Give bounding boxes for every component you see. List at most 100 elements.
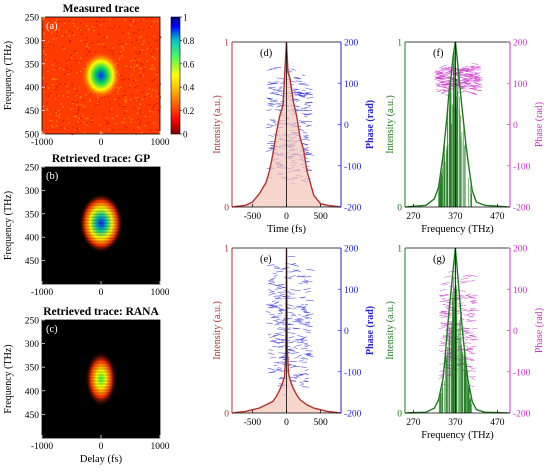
noise-speck: [125, 99, 128, 101]
noise-speck: [128, 86, 131, 88]
phase-point: [291, 269, 299, 273]
noise-speck: [80, 117, 82, 119]
noise-speck: [85, 54, 88, 56]
noise-speck: [135, 68, 137, 70]
y-tick-label: 300: [25, 340, 40, 350]
noise-speck: [154, 57, 156, 60]
right-tick-label: 0: [513, 327, 518, 337]
x-tick-label: 0: [284, 212, 289, 222]
noise-speck: [146, 60, 148, 62]
noise-speck: [71, 32, 74, 34]
phase-point: [267, 264, 275, 266]
noise-speck: [44, 88, 46, 91]
phase-point: [462, 309, 468, 312]
phase-point: [464, 342, 468, 345]
phase-point: [274, 301, 280, 304]
noise-speck: [156, 48, 158, 50]
noise-speck: [120, 45, 123, 48]
noise-speck: [98, 103, 100, 106]
noise-speck: [62, 46, 65, 49]
noise-speck: [68, 122, 70, 124]
phase-point: [276, 105, 283, 108]
noise-speck: [156, 71, 159, 74]
phase-point: [466, 319, 473, 321]
phase-point: [266, 97, 272, 100]
noise-speck: [124, 94, 127, 96]
noise-speck: [120, 86, 122, 88]
noise-speck: [43, 54, 45, 57]
phase-point: [306, 124, 310, 126]
phase-point: [441, 72, 447, 74]
noise-speck: [46, 46, 49, 48]
noise-speck: [58, 95, 60, 97]
noise-speck: [151, 23, 153, 25]
phase-point: [446, 70, 452, 74]
phase-point: [439, 373, 446, 376]
noise-speck: [67, 91, 69, 93]
phase-point: [468, 334, 476, 337]
noise-speck: [48, 33, 51, 35]
noise-speck: [75, 90, 77, 92]
phase-point: [464, 67, 470, 71]
x-tick-label: 270: [406, 418, 421, 428]
left-axis-label: Intensity (a.u.): [385, 301, 396, 360]
noise-speck: [68, 73, 70, 75]
phase-point: [292, 89, 299, 91]
x-tick-label: 1000: [151, 138, 170, 148]
noise-speck: [150, 26, 152, 28]
phase-point: [438, 86, 446, 88]
noise-speck: [75, 115, 77, 118]
right-tick-label: 200: [513, 39, 528, 49]
phase-point: [295, 100, 300, 102]
noise-speck: [156, 39, 159, 41]
phase-point: [462, 85, 468, 88]
phase-point: [440, 67, 448, 70]
phase-point: [301, 74, 305, 76]
noise-speck: [52, 126, 54, 128]
phase-point: [271, 292, 276, 295]
noise-speck: [143, 40, 145, 43]
phase-point: [302, 380, 309, 383]
noise-speck: [75, 60, 77, 62]
phase-point: [461, 80, 468, 83]
noise-speck: [108, 101, 111, 103]
phase-point: [470, 85, 475, 87]
noise-speck: [98, 32, 100, 35]
phase-point: [460, 277, 469, 280]
noise-speck: [74, 115, 76, 118]
noise-speck: [154, 40, 156, 42]
noise-speck: [124, 125, 126, 127]
phase-point: [303, 276, 312, 278]
noise-speck: [69, 41, 71, 43]
phase-point: [305, 125, 312, 128]
noise-speck: [137, 29, 140, 31]
noise-speck: [144, 115, 147, 118]
noise-speck: [133, 66, 135, 68]
noise-speck: [123, 117, 125, 120]
phase-point: [439, 288, 447, 292]
phase-point: [473, 76, 481, 79]
noise-speck: [86, 48, 88, 51]
noise-speck: [150, 53, 153, 55]
noise-speck: [47, 109, 49, 111]
noise-speck: [76, 128, 79, 130]
phase-point: [474, 89, 483, 92]
phase-point: [443, 83, 451, 86]
noise-speck: [85, 24, 88, 27]
phase-point: [465, 320, 470, 323]
phase-point: [466, 275, 472, 278]
noise-speck: [157, 109, 160, 111]
noise-speck: [141, 43, 144, 45]
phase-point: [268, 306, 275, 308]
noise-speck: [142, 91, 144, 93]
noise-speck: [148, 88, 151, 90]
noise-speck: [88, 29, 90, 31]
phase-point: [466, 80, 471, 83]
phase-point: [471, 62, 479, 65]
noise-speck: [122, 78, 125, 81]
noise-speck: [108, 110, 111, 113]
right-tick-label: -100: [513, 162, 531, 172]
phase-point: [298, 120, 305, 123]
phase-point: [305, 291, 311, 293]
panel-label: (g): [433, 254, 446, 265]
